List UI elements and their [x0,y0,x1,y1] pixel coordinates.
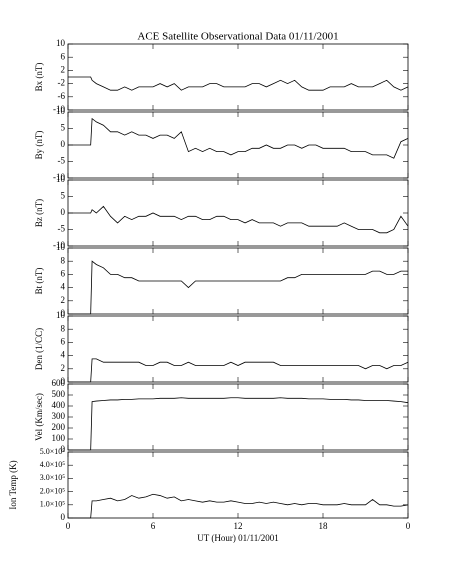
data-line [68,493,409,519]
x-tick-label: 0 [406,521,411,531]
y-tick-label: 4 [61,282,66,292]
y-tick-label: 300 [52,411,66,421]
y-tick-label: 2 [61,363,66,373]
y-tick-label: -10 [53,104,65,114]
data-line [68,397,409,451]
y-tick-label: 100 [52,433,66,443]
y-tick-label: 6 [61,336,66,346]
y-axis-label: Bt (nT) [34,268,44,295]
panel-frame [67,43,409,111]
panel-frame [67,451,409,519]
y-tick-label: 200 [52,422,66,432]
data-line [68,117,409,159]
y-axis-label: Den (1/CC) [34,328,44,370]
y-tick-label: 10 [56,310,66,320]
x-tick-label: 6 [151,521,156,531]
y-tick-label: -5 [58,224,66,234]
y-tick-label: 400 [52,400,66,410]
y-tick-label: 10 [56,242,66,252]
panel-frame [67,315,409,383]
data-line [68,76,409,91]
y-tick-label: 4 [61,350,66,360]
y-tick-label: -10 [53,240,65,250]
y-tick-label: 10 [56,174,66,184]
x-tick-label: 0 [66,521,71,531]
y-tick-label: 600 [52,378,66,388]
y-axis-label: Bx (nT) [34,63,44,92]
y-tick-label: 1.0×10⁵ [40,500,66,509]
y-tick-label: -6 [58,91,66,101]
y-tick-label: -10 [53,172,65,182]
y-tick-label: 8 [61,323,66,333]
y-tick-label: 10 [56,106,66,116]
y-axis-label: By (nT) [34,131,44,160]
y-axis-label: Bz (nT) [34,199,44,227]
y-tick-label: 500 [52,389,66,399]
y-tick-label: -2 [58,78,66,88]
y-tick-label: 2 [61,64,66,74]
data-line [68,358,409,383]
data-line [68,205,409,234]
y-tick-label: 5 [61,191,66,201]
y-tick-label: 8 [61,255,66,265]
y-tick-label: 10 [56,38,66,48]
y-axis-label: Vel (Km/sec) [34,393,44,441]
y-tick-label: 6 [61,268,66,278]
data-line [68,260,408,315]
y-tick-label: 4.0×10⁵ [40,460,66,469]
y-tick-label: 5.0×10⁵ [40,447,66,456]
y-tick-label: -5 [58,156,66,166]
y-tick-label: 6 [61,51,66,61]
panel-frame [67,111,409,179]
y-tick-label: 0 [61,308,66,318]
y-tick-label: 0 [61,139,66,149]
y-tick-label: 0 [61,512,66,522]
y-tick-label: 0 [61,207,66,217]
chart-title: ACE Satellite Observational Data 01/11/2… [137,31,338,43]
y-tick-label: 3.0×10⁵ [40,473,66,482]
y-tick-label: 0 [61,444,66,454]
x-tick-label: 12 [234,521,243,531]
y-tick-label: 5 [61,123,66,133]
panel-frame [67,383,409,451]
y-tick-label: 0 [61,376,66,386]
y-tick-label: 2 [61,295,66,305]
x-axis-label: UT (Hour) 01/11/2001 [197,533,279,543]
y-axis-label: Ion Temp (K) [8,460,18,509]
x-tick-label: 18 [319,521,329,531]
panel-frame [67,179,409,247]
y-tick-label: 2.0×10⁵ [40,486,66,495]
